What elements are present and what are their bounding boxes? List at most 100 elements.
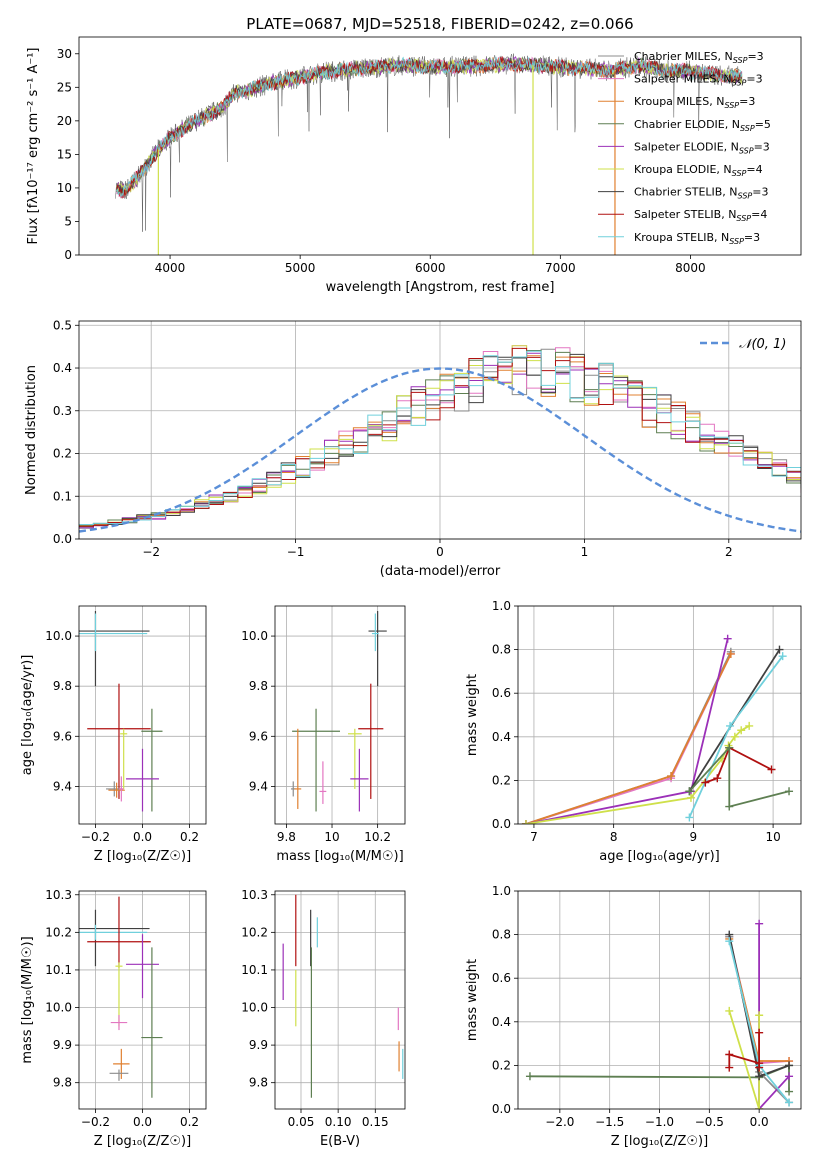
x-tick-label: −1 <box>287 545 305 559</box>
x-axis-label: mass [log₁₀(M/M☉)] <box>276 849 403 864</box>
weight-marker-kroupa_stelib <box>778 652 787 661</box>
x-tick-label: 6000 <box>415 261 446 275</box>
axes-frame <box>78 320 802 540</box>
x-tick-label: 1 <box>581 545 589 559</box>
y-tick-label: 10.1 <box>45 963 72 977</box>
y-tick-label: 9.9 <box>53 1038 72 1052</box>
y-tick-label: 10.1 <box>241 963 268 977</box>
weight-marker-salpeter_stelib <box>701 778 710 787</box>
weight-marker-kroupa_elodie <box>745 721 754 730</box>
model-spectrum-kroupa_stelib <box>116 56 743 197</box>
panel-weight_vs_age: 7 8 9 10 0.0 0.2 0.4 0.6 0.8 1.0 age [log₁₀(age/yr… <box>465 599 802 864</box>
weight-line-salpeter_elodie <box>525 638 729 824</box>
x-tick-label: −2 <box>142 545 160 559</box>
y-tick-label: 0.4 <box>492 730 511 744</box>
x-tick-label: −1.5 <box>595 1115 624 1129</box>
legend: Chabrier MILES, NSSP=3 Salpeter MILES, NS… <box>598 50 771 246</box>
y-tick-label: 0.0 <box>492 817 511 831</box>
axes-frame <box>78 890 207 1110</box>
y-tick-label: 10.3 <box>45 888 72 902</box>
y-tick-label: 9.8 <box>53 679 72 693</box>
weight-marker-kroupa_stelib <box>725 937 734 946</box>
weight-line-salpeter_elodie <box>758 923 790 1109</box>
y-tick-label: 0.6 <box>492 686 511 700</box>
x-tick-label: −0.2 <box>81 830 110 844</box>
y-tick-label: 1.0 <box>492 884 511 898</box>
y-tick-label: 0.3 <box>53 404 72 418</box>
weight-line-kroupa_elodie <box>525 725 750 824</box>
histogram-kroupa_elodie <box>79 345 801 526</box>
weight-line-kroupa_miles <box>525 653 732 824</box>
axes-frame <box>517 605 802 825</box>
y-tick-label: 9.6 <box>53 729 72 743</box>
y-tick-label: 20 <box>57 114 72 128</box>
y-tick-label: 10.0 <box>241 1001 268 1015</box>
x-tick-label: 0.2 <box>180 830 199 844</box>
x-axis-label: (data-model)/error <box>380 564 501 579</box>
y-tick-label: 15 <box>57 147 72 161</box>
weight-marker-salpeter_stelib <box>713 774 722 783</box>
legend-label: Kroupa ELODIE, NSSP=4 <box>634 163 763 178</box>
y-tick-label: 9.4 <box>53 779 72 793</box>
weight-marker-salpeter_stelib <box>725 1063 734 1072</box>
x-tick-label: −0.2 <box>81 1115 110 1129</box>
y-tick-label: 0.5 <box>53 318 72 332</box>
y-tick-label: 0.4 <box>492 1015 511 1029</box>
x-tick-label: −1.0 <box>645 1115 674 1129</box>
weight-marker-kroupa_elodie <box>521 820 530 824</box>
x-axis-label: wavelength [Angstrom, rest frame] <box>326 280 555 295</box>
legend-label: Kroupa STELIB, NSSP=3 <box>634 231 760 246</box>
figure-title: PLATE=0687, MJD=52518, FIBERID=0242, z=0… <box>246 15 633 33</box>
weight-marker-salpeter_stelib <box>725 1050 734 1059</box>
y-tick-label: 0.2 <box>492 1058 511 1072</box>
x-axis-label: Z [log₁₀(Z/Z☉)] <box>611 1134 708 1149</box>
y-tick-label: 9.6 <box>249 729 268 743</box>
weight-marker-kroupa_stelib <box>785 1098 794 1107</box>
x-tick-label: 0.05 <box>288 1115 315 1129</box>
weight-line-chabrier_elodie <box>688 745 790 808</box>
y-tick-label: 10 <box>57 181 72 195</box>
histogram-kroupa_stelib <box>79 350 801 525</box>
x-tick-label: −0.5 <box>695 1115 724 1129</box>
x-tick-label: 4000 <box>155 261 186 275</box>
legend-label: Chabrier MILES, NSSP=3 <box>634 50 764 65</box>
weight-marker-chabrier_elodie <box>785 1087 794 1096</box>
x-tick-label: 0.10 <box>325 1115 352 1129</box>
plot-area <box>282 894 404 1098</box>
y-tick-label: 9.8 <box>53 1076 72 1090</box>
x-tick-label: 8000 <box>675 261 706 275</box>
weight-marker-kroupa_elodie <box>725 1006 734 1015</box>
weight-marker-kroupa_stelib <box>726 721 735 730</box>
axes-frame <box>78 605 207 825</box>
weight-marker-chabrier_stelib <box>755 1072 764 1081</box>
y-tick-label: 10.3 <box>241 888 268 902</box>
y-tick-label: 9.8 <box>249 1076 268 1090</box>
y-axis-label: age [log₁₀(age/yr)] <box>20 655 35 776</box>
x-tick-label: 0.2 <box>180 1115 199 1129</box>
plot-area <box>521 634 794 824</box>
axes-frame <box>274 890 406 1110</box>
weight-marker-kroupa_miles <box>667 772 676 781</box>
weight-line-salpeter_miles <box>525 653 732 824</box>
x-tick-label: 0.0 <box>750 1115 769 1129</box>
weight-marker-chabrier_elodie <box>725 743 734 752</box>
x-tick-label: 0.15 <box>362 1115 389 1129</box>
y-tick-label: 0.8 <box>492 928 511 942</box>
legend-label: Chabrier STELIB, NSSP=3 <box>634 186 768 201</box>
legend-label: Chabrier ELODIE, NSSP=5 <box>634 118 771 133</box>
y-axis-label: mass [log₁₀(M/M☉)] <box>20 936 35 1063</box>
panel-mass_vs_ebv: 0.05 0.10 0.15 9.8 9.9 10.0 10.1 10.2 10.3 E(B-V) <box>241 888 406 1149</box>
panel-age_vs_mass: 9.8 10 10.2 9.4 9.6 9.8 10.0 mass [log₁₀(M/M☉)] <box>241 605 406 864</box>
legend-label: Kroupa MILES, NSSP=3 <box>634 95 755 110</box>
y-tick-label: 0.2 <box>53 447 72 461</box>
weight-marker-kroupa_elodie <box>686 793 695 802</box>
histogram-salpeter_miles <box>79 345 801 527</box>
weight-marker-kroupa_stelib <box>685 813 694 822</box>
y-tick-label: 10.2 <box>45 925 72 939</box>
legend-label-gaussian: 𝒩(0, 1) <box>739 337 786 352</box>
weight-marker-salpeter_stelib <box>767 765 776 774</box>
panel-spectrum: 4000 5000 6000 7000 8000 0 5 10 15 20 25 30 waveleng… <box>26 36 802 295</box>
weight-marker-kroupa_elodie <box>755 1105 764 1109</box>
histogram-kroupa_miles <box>79 355 801 527</box>
histogram-chabrier_elodie <box>79 350 801 528</box>
